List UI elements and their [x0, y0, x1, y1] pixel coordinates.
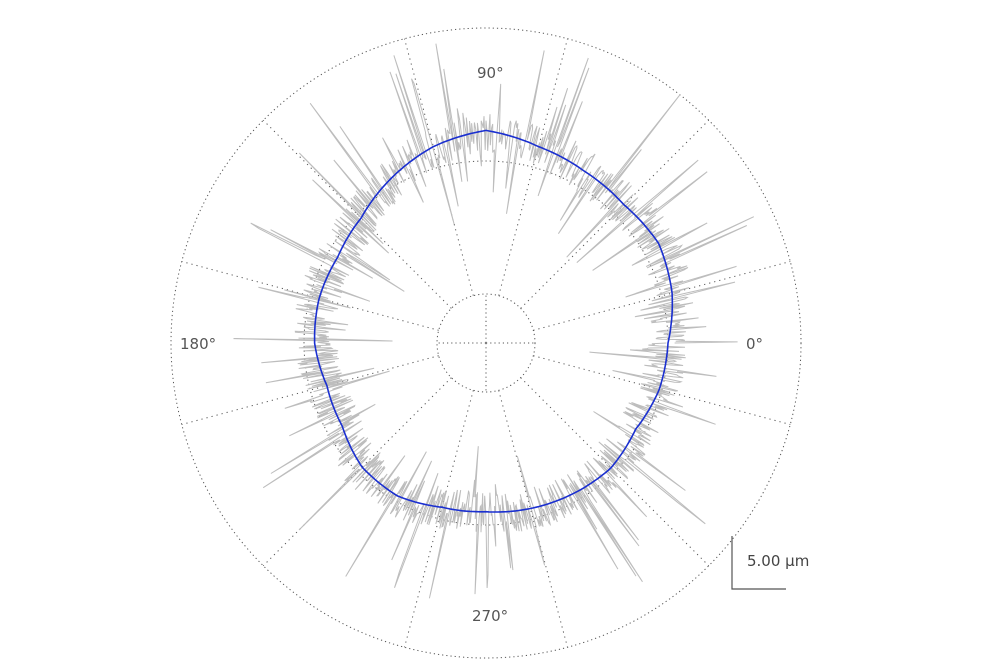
grid-tick — [403, 38, 474, 296]
grid-tick — [181, 355, 439, 426]
scale-bar: 5.00 µm — [731, 536, 809, 590]
scale-bar-label: 5.00 µm — [747, 552, 809, 570]
angle-labels: 0° 90° 180° 270° — [180, 64, 763, 625]
angle-label-180: 180° — [180, 335, 216, 353]
angle-label-270: 270° — [472, 607, 508, 625]
angle-label-90: 90° — [477, 64, 504, 82]
grid-ring-0 — [436, 293, 536, 393]
raw-profile-series — [233, 43, 755, 599]
raw-profile-line — [233, 43, 755, 599]
filtered-profile-series — [313, 129, 674, 513]
scale-bar-line — [731, 536, 786, 590]
grid-tick — [533, 260, 791, 331]
angle-label-0: 0° — [746, 335, 763, 353]
grid-tick — [498, 390, 569, 648]
filtered-profile-line — [313, 129, 674, 513]
grid-ring-2 — [170, 27, 802, 659]
